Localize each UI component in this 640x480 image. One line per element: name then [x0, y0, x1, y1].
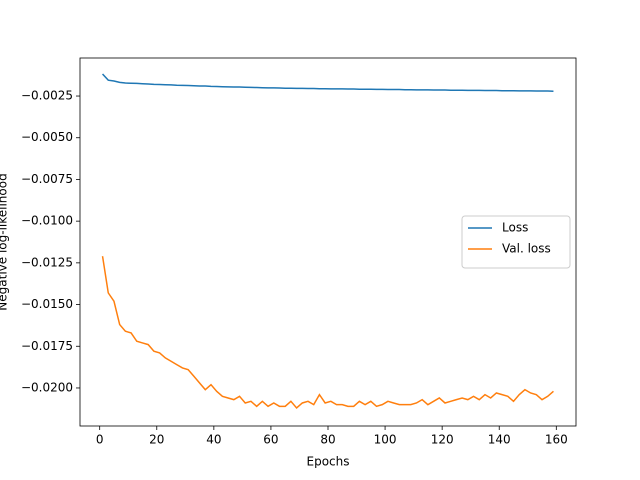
legend-label: Val. loss — [502, 242, 551, 256]
y-axis-label: Negative log-likelihood — [0, 173, 10, 310]
x-tick-label: 20 — [149, 433, 164, 447]
y-tick-label: −0.0175 — [21, 339, 73, 353]
x-tick-label: 40 — [206, 433, 221, 447]
legend-label: Loss — [502, 221, 528, 235]
y-tick-label: −0.0025 — [21, 89, 73, 103]
x-tick-label: 120 — [431, 433, 454, 447]
legend-box — [461, 215, 571, 269]
y-tick-label: −0.0200 — [21, 380, 73, 394]
y-tick-label: −0.0125 — [21, 255, 73, 269]
y-tick-label: −0.0050 — [21, 130, 73, 144]
x-tick-label: 80 — [320, 433, 335, 447]
plot-frame — [79, 57, 577, 427]
x-axis-label: Epochs — [307, 455, 350, 469]
x-tick-label: 140 — [488, 433, 511, 447]
y-tick-label: −0.0100 — [21, 214, 73, 228]
x-tick-label: 160 — [545, 433, 568, 447]
y-tick-label: −0.0150 — [21, 297, 73, 311]
line-series — [101, 73, 554, 92]
y-tick-label: −0.0075 — [21, 172, 73, 186]
x-tick-label: 60 — [263, 433, 278, 447]
x-tick-label: 100 — [374, 433, 397, 447]
x-tick-label: 0 — [96, 433, 104, 447]
line-series — [101, 256, 554, 410]
